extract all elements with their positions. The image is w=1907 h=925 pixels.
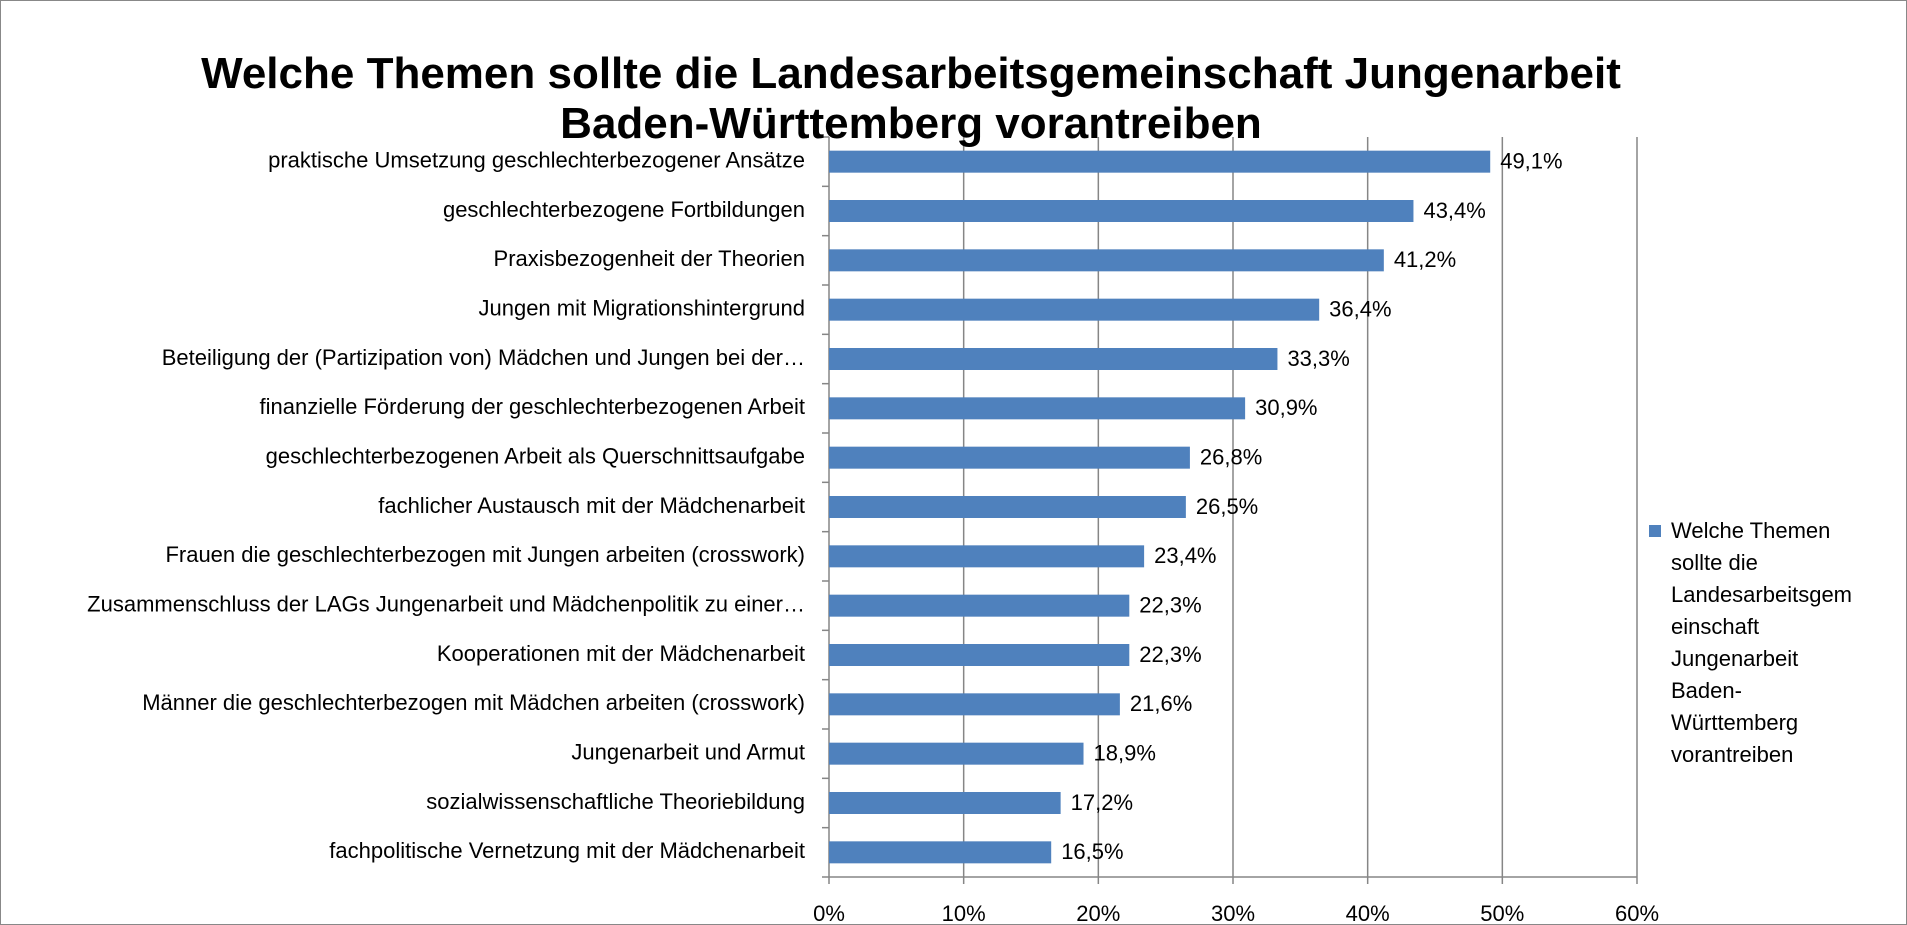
y-tick-label: Frauen die geschlechterbezogen mit Junge… <box>165 542 805 567</box>
data-label: 26,5% <box>1196 494 1258 519</box>
bar <box>829 841 1052 864</box>
y-tick-label: finanzielle Förderung der geschlechterbe… <box>260 394 805 419</box>
data-label: 36,4% <box>1329 296 1391 321</box>
y-tick-label: praktische Umsetzung geschlechterbezogen… <box>268 147 805 172</box>
legend: Welche Themen sollte die Landesarbeitsge… <box>1649 515 1859 771</box>
bar <box>829 792 1061 814</box>
bar <box>829 397 1246 420</box>
bar <box>829 150 1491 173</box>
bar <box>829 644 1130 666</box>
bar <box>829 693 1120 716</box>
y-tick-label: Jungen mit Migrationshintergrund <box>478 295 805 320</box>
x-tick-label: 0% <box>813 901 845 924</box>
data-label: 23,4% <box>1154 543 1216 568</box>
bar <box>829 298 1320 321</box>
data-label: 33,3% <box>1287 346 1349 371</box>
x-tick-label: 40% <box>1346 901 1390 924</box>
y-tick-label: fachpolitische Vernetzung mit der Mädche… <box>329 838 805 863</box>
y-tick-label: Jungenarbeit und Armut <box>571 739 805 764</box>
y-tick-label: geschlechterbezogene Fortbildungen <box>443 197 805 222</box>
data-label: 18,9% <box>1094 740 1156 765</box>
data-label: 16,5% <box>1061 839 1123 864</box>
y-tick-label: sozialwissenschaftliche Theoriebildung <box>426 789 805 814</box>
legend-label: Welche Themen sollte die Landesarbeitsge… <box>1671 518 1853 767</box>
x-tick-label: 10% <box>942 901 986 924</box>
bar <box>829 249 1384 272</box>
bar <box>829 742 1084 765</box>
bar <box>829 496 1186 518</box>
x-tick-label: 20% <box>1076 901 1120 924</box>
data-label: 43,4% <box>1423 198 1485 223</box>
bar <box>829 348 1278 370</box>
y-tick-label: Männer die geschlechterbezogen mit Mädch… <box>142 690 805 715</box>
chart-title: Welche Themen sollte die Landesarbeitsge… <box>201 49 1621 148</box>
bar <box>829 200 1414 222</box>
data-label: 26,8% <box>1200 444 1262 469</box>
data-label: 21,6% <box>1130 691 1192 716</box>
x-tick-label: 60% <box>1615 901 1659 924</box>
x-tick-label: 30% <box>1211 901 1255 924</box>
bar <box>829 545 1145 568</box>
bar <box>829 446 1190 469</box>
legend-swatch <box>1649 525 1661 537</box>
y-tick-label: fachlicher Austausch mit der Mädchenarbe… <box>378 493 805 518</box>
data-label: 49,1% <box>1500 148 1562 173</box>
data-label: 22,3% <box>1139 592 1201 617</box>
bar <box>829 594 1130 617</box>
y-tick-label: Zusammenschluss der LAGs Jungenarbeit un… <box>87 591 805 616</box>
data-label: 17,2% <box>1071 790 1133 815</box>
y-tick-label: Beteiligung der (Partizipation von) Mädc… <box>162 345 805 370</box>
y-tick-label: Praxisbezogenheit der Theorien <box>494 246 805 271</box>
data-label: 22,3% <box>1139 642 1201 667</box>
data-label: 30,9% <box>1255 395 1317 420</box>
y-tick-label: geschlechterbezogenen Arbeit als Quersch… <box>266 443 805 468</box>
x-tick-label: 50% <box>1480 901 1524 924</box>
y-tick-label: Kooperationen mit der Mädchenarbeit <box>437 641 805 666</box>
data-label: 41,2% <box>1394 247 1456 272</box>
